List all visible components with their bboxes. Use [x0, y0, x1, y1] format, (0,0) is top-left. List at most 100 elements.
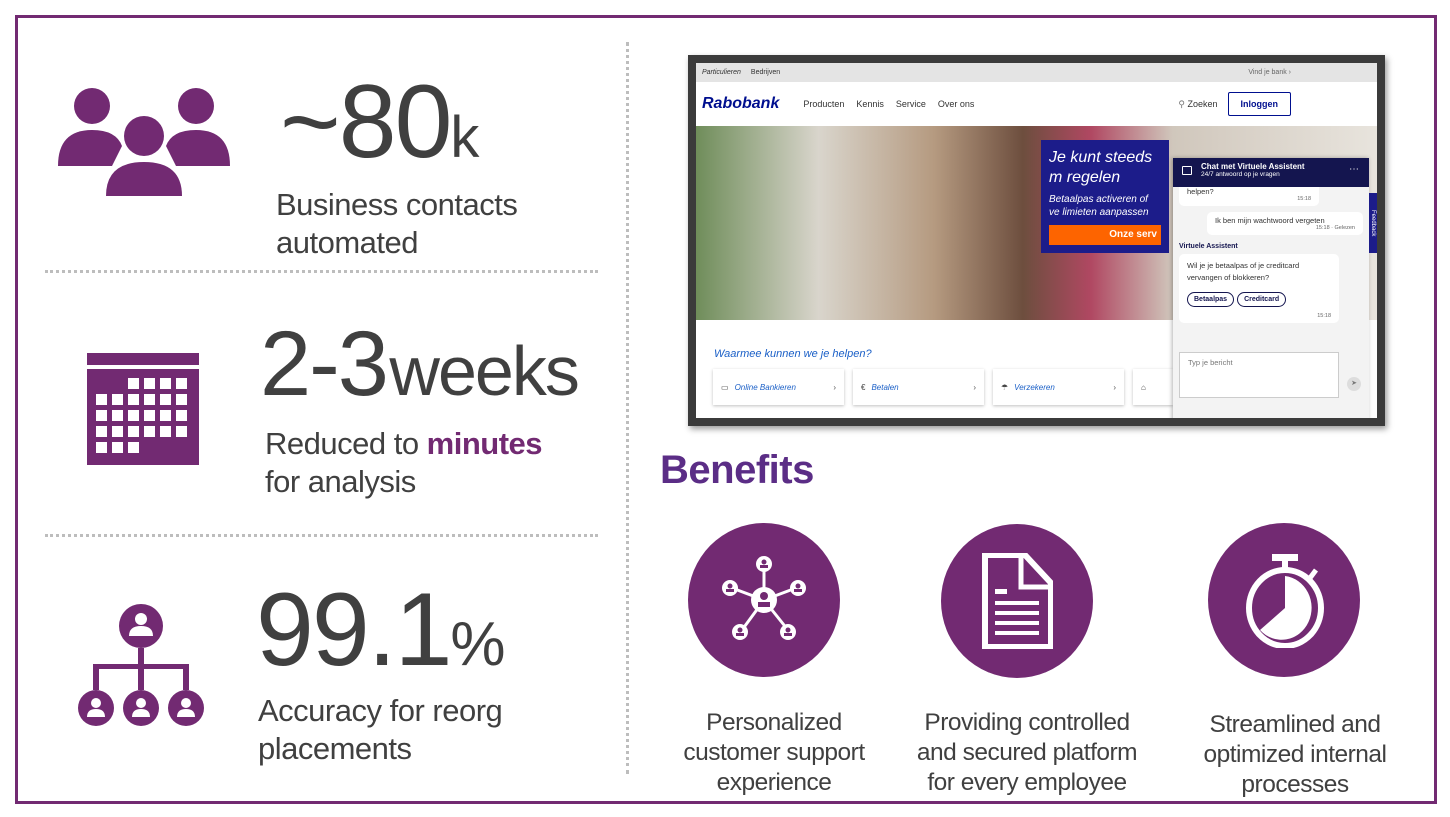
- calendar-day-cell: [144, 394, 155, 405]
- benefit-caption-processes: Streamlined and optimized internal process…: [1170, 710, 1420, 800]
- card-label: Betalen: [871, 382, 899, 392]
- label-highlight: minutes: [426, 426, 543, 461]
- card-online-bankieren[interactable]: ▭ Online Bankieren ›: [713, 369, 844, 405]
- calendar-day-cell: [128, 394, 139, 405]
- umbrella-icon: ☂: [1001, 382, 1009, 392]
- search-button[interactable]: ⚲ Zoeken: [1178, 99, 1217, 110]
- calendar-day-cell: [144, 410, 155, 421]
- computer-icon: ▭: [721, 382, 729, 392]
- card-wonen[interactable]: ⌂: [1133, 369, 1173, 405]
- calendar-day-cell: [160, 378, 171, 389]
- network-people-icon: [688, 523, 840, 677]
- message-time: 15:18 · Gelezen: [1315, 225, 1355, 231]
- assistant-label: Virtuele Assistent: [1179, 243, 1238, 250]
- calendar-day-cell: [96, 426, 107, 437]
- stat-weeks-label: Reduced to minutes for analysis: [265, 425, 543, 501]
- value-unit: %: [450, 610, 505, 679]
- calendar-day-cell: [112, 410, 123, 421]
- calendar-day-cell: [96, 394, 107, 405]
- chat-subtitle: 24/7 antwoord op je vragen: [1201, 171, 1280, 178]
- calendar-day-cell: [160, 394, 171, 405]
- nav-service[interactable]: Service: [895, 99, 926, 109]
- money-bag-icon: €: [861, 382, 866, 392]
- option-creditcard[interactable]: Creditcard: [1237, 292, 1287, 307]
- chat-message-input[interactable]: Typ je bericht: [1179, 352, 1339, 398]
- calendar-day-cell: [128, 426, 139, 437]
- tab-bedrijven[interactable]: Bedrijven: [750, 69, 781, 76]
- column-divider: [626, 42, 629, 774]
- caption-line: Personalized: [706, 709, 842, 736]
- chat-widget: Chat met Virtuele Assistent 24/7 antwoor…: [1173, 158, 1369, 418]
- tab-particulieren[interactable]: Particulieren: [702, 69, 741, 76]
- value-unit: k: [450, 105, 479, 170]
- message-time: 15:18: [1317, 313, 1331, 319]
- value-number: 2-3: [260, 313, 389, 415]
- promo-banner: Je kunt steeds m regelen Betaalpas activ…: [1041, 140, 1169, 253]
- promo-button[interactable]: Onze serv: [1049, 225, 1161, 245]
- chevron-right-icon: ›: [973, 382, 976, 392]
- calendar-day-cell: [112, 394, 123, 405]
- slide-frame: [15, 15, 1437, 804]
- benefits-title: Benefits: [660, 448, 814, 492]
- promo-subtitle: Betaalpas activeren of ve limieten aanpa…: [1049, 194, 1149, 218]
- calendar-day-cell: [176, 378, 187, 389]
- rabobank-logo[interactable]: Rabobank: [702, 95, 780, 112]
- rabobank-screenshot: Particulieren Bedrijven Vind je bank › R…: [688, 55, 1385, 426]
- search-label: Zoeken: [1187, 98, 1218, 109]
- chat-bubble-icon: [1182, 166, 1192, 175]
- stat-contacts-value: ~80k: [280, 70, 479, 174]
- find-bank-link[interactable]: Vind je bank ›: [1248, 69, 1291, 76]
- chevron-right-icon: ›: [1113, 382, 1116, 392]
- calendar-icon: [87, 353, 199, 465]
- chat-message-user: Ik ben mijn wachtwoord vergeten: [1215, 216, 1325, 225]
- main-nav: Rabobank Producten Kennis Service Over o…: [696, 82, 1377, 126]
- calendar-day-cell: [128, 378, 139, 389]
- calendar-day-cell: [144, 378, 155, 389]
- feedback-tab[interactable]: Feedback: [1369, 193, 1377, 253]
- label-line: automated: [276, 225, 419, 260]
- caption-line: optimized internal: [1203, 741, 1387, 768]
- calendar-day-cell: [144, 426, 155, 437]
- login-button[interactable]: Inloggen: [1227, 92, 1291, 116]
- calendar-day-cell: [96, 442, 107, 453]
- card-verzekeren[interactable]: ☂ Verzekeren ›: [993, 369, 1124, 405]
- benefit-caption-support: Personalized customer support experience: [649, 708, 899, 798]
- org-chart-icon: [78, 604, 204, 726]
- calendar-day-cell: [112, 426, 123, 437]
- caption-line: for every employee: [927, 769, 1127, 796]
- value-unit: weeks: [389, 332, 579, 410]
- label-line: for analysis: [265, 464, 416, 499]
- nav-over-ons[interactable]: Over ons: [937, 99, 975, 109]
- house-icon: ⌂: [1141, 382, 1146, 392]
- chat-header: Chat met Virtuele Assistent 24/7 antwoor…: [1173, 158, 1369, 187]
- top-bar: Particulieren Bedrijven Vind je bank ›: [696, 63, 1377, 82]
- send-icon[interactable]: ➤: [1347, 377, 1361, 391]
- card-label: Verzekeren: [1014, 382, 1055, 392]
- caption-line: customer support: [683, 739, 865, 766]
- calendar-day-cell: [176, 426, 187, 437]
- document-icon: [941, 524, 1093, 678]
- nav-kennis[interactable]: Kennis: [856, 99, 884, 109]
- caption-line: processes: [1241, 771, 1349, 798]
- more-options-icon[interactable]: ⋯: [1349, 164, 1359, 175]
- help-title: Waarmee kunnen we je helpen?: [714, 348, 872, 360]
- label-line: Accuracy for reorg: [258, 693, 503, 728]
- calendar-day-cell: [128, 442, 139, 453]
- calendar-day-cell: [176, 410, 187, 421]
- divider: [45, 534, 598, 537]
- chat-message-assistant: Wil je je betaalpas of je creditcard ver…: [1187, 261, 1300, 282]
- card-betalen[interactable]: € Betalen ›: [853, 369, 984, 405]
- nav-producten[interactable]: Producten: [803, 99, 845, 109]
- stat-accuracy-value: 99.1%: [256, 578, 506, 682]
- stat-contacts-label: Business contacts automated: [276, 186, 518, 262]
- stat-weeks-value: 2-3 weeks: [260, 318, 580, 410]
- calendar-day-cell: [128, 410, 139, 421]
- calendar-day-cell: [112, 442, 123, 453]
- option-betaalpas[interactable]: Betaalpas: [1187, 292, 1235, 307]
- people-group-icon: [58, 88, 230, 196]
- calendar-day-cell: [160, 410, 171, 421]
- label-line: Business contacts: [276, 187, 518, 222]
- calendar-day-cell: [96, 410, 107, 421]
- search-icon: ⚲: [1178, 98, 1188, 109]
- stat-accuracy-label: Accuracy for reorg placements: [258, 692, 503, 768]
